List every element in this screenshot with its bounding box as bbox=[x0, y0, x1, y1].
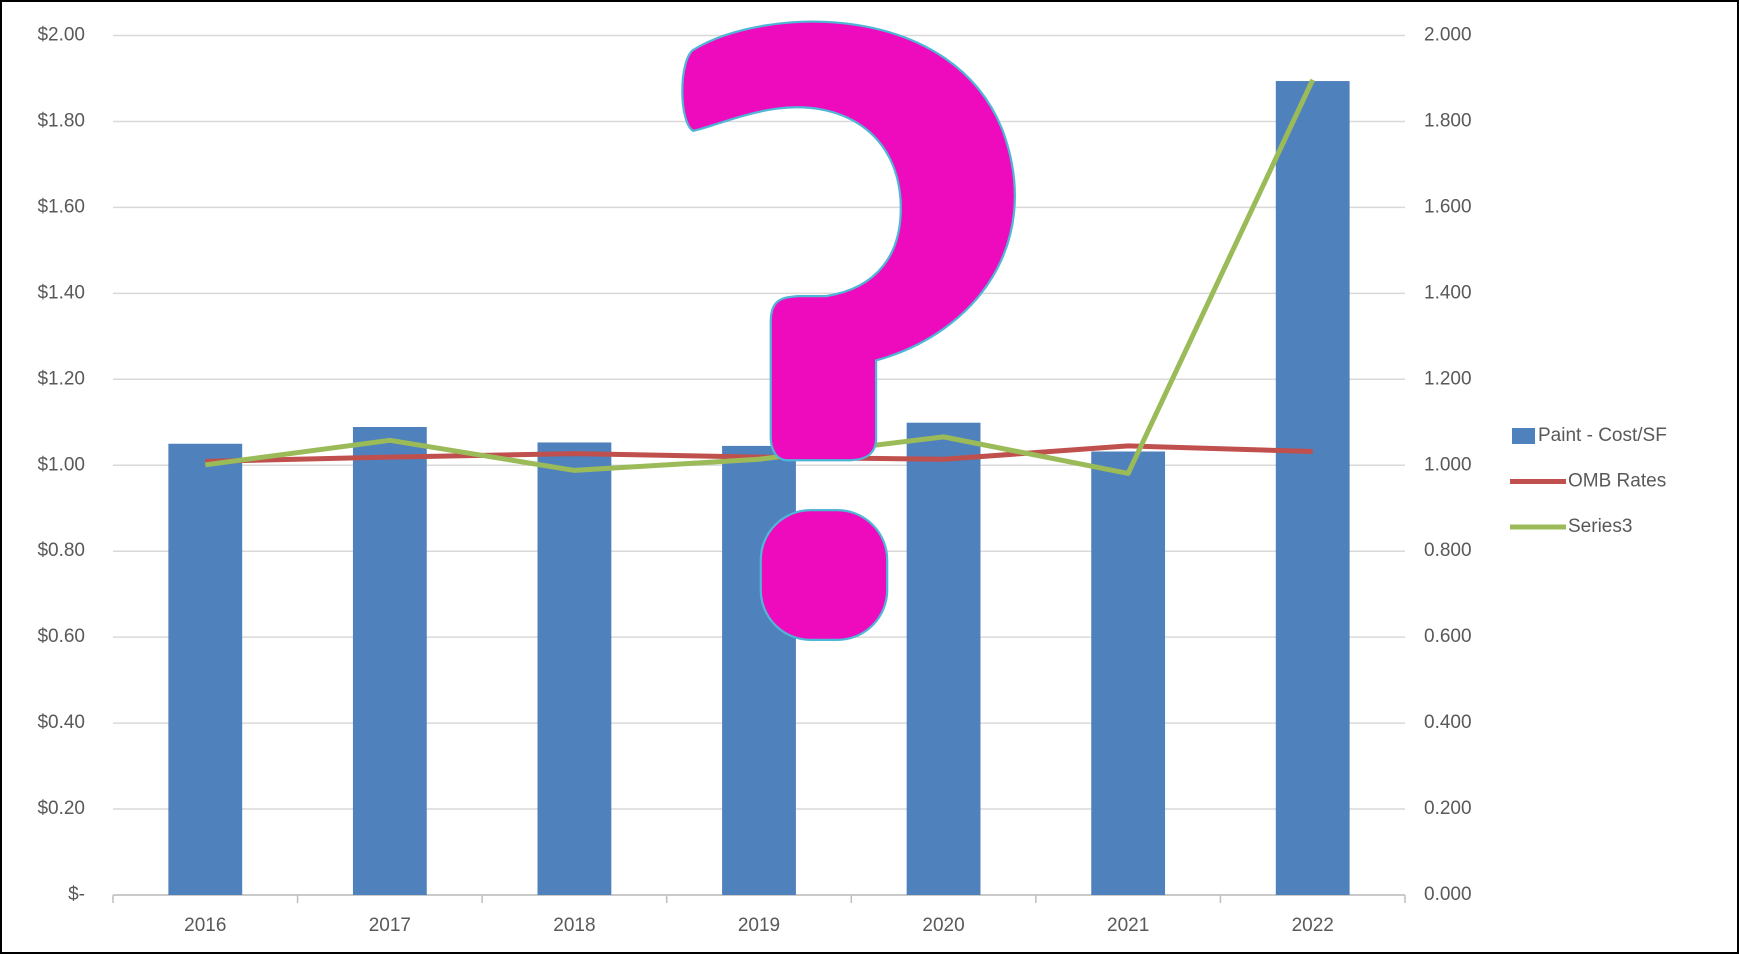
legend-label: OMB Rates bbox=[1568, 471, 1666, 492]
y-tick-label: $0.60 bbox=[37, 626, 85, 647]
y-tick-label: $1.20 bbox=[37, 368, 85, 389]
bar bbox=[353, 427, 427, 895]
y-tick-label: $1.00 bbox=[37, 454, 85, 475]
question-dot bbox=[761, 510, 887, 640]
bar bbox=[1276, 81, 1350, 895]
y2-tick-label: 1.200 bbox=[1424, 368, 1472, 389]
bar bbox=[907, 423, 981, 895]
y-tick-label: $2.00 bbox=[37, 25, 85, 46]
x-tick-label: 2020 bbox=[922, 915, 964, 936]
x-tick-label: 2021 bbox=[1107, 915, 1149, 936]
y2-tick-label: 0.000 bbox=[1424, 884, 1472, 905]
y-tick-label: $1.40 bbox=[37, 282, 85, 303]
x-tick-label: 2022 bbox=[1292, 915, 1334, 936]
x-tick-label: 2016 bbox=[184, 915, 226, 936]
bar bbox=[168, 444, 242, 895]
y2-tick-label: 1.600 bbox=[1424, 196, 1472, 217]
y-tick-label: $- bbox=[68, 884, 85, 905]
y2-tick-label: 1.000 bbox=[1424, 454, 1472, 475]
legend-label: Series3 bbox=[1568, 516, 1632, 537]
legend-swatch bbox=[1512, 428, 1535, 444]
y2-tick-label: 0.800 bbox=[1424, 540, 1472, 561]
bar bbox=[538, 442, 612, 895]
y-tick-label: $0.20 bbox=[37, 798, 85, 819]
y2-tick-label: 1.400 bbox=[1424, 282, 1472, 303]
y-tick-label: $0.40 bbox=[37, 712, 85, 733]
x-tick-label: 2017 bbox=[369, 915, 411, 936]
x-tick-label: 2018 bbox=[553, 915, 595, 936]
y2-tick-label: 2.000 bbox=[1424, 25, 1472, 46]
y2-tick-label: 1.800 bbox=[1424, 110, 1472, 131]
legend-label: Paint - Cost/SF bbox=[1538, 425, 1667, 446]
chart-border bbox=[1, 1, 1738, 953]
bar bbox=[1091, 451, 1165, 895]
y2-tick-label: 0.600 bbox=[1424, 626, 1472, 647]
x-tick-label: 2019 bbox=[738, 915, 780, 936]
y2-tick-label: 0.400 bbox=[1424, 712, 1472, 733]
y2-tick-label: 0.200 bbox=[1424, 798, 1472, 819]
y-tick-label: $1.80 bbox=[37, 110, 85, 131]
chart: $- $0.20 $0.40 $0.60 $0.80 $1.00 $1.20 $1.40 $1.… bbox=[0, 0, 1739, 954]
y-tick-label: $0.80 bbox=[37, 540, 85, 561]
bar bbox=[722, 446, 796, 895]
y-tick-label: $1.60 bbox=[37, 196, 85, 217]
